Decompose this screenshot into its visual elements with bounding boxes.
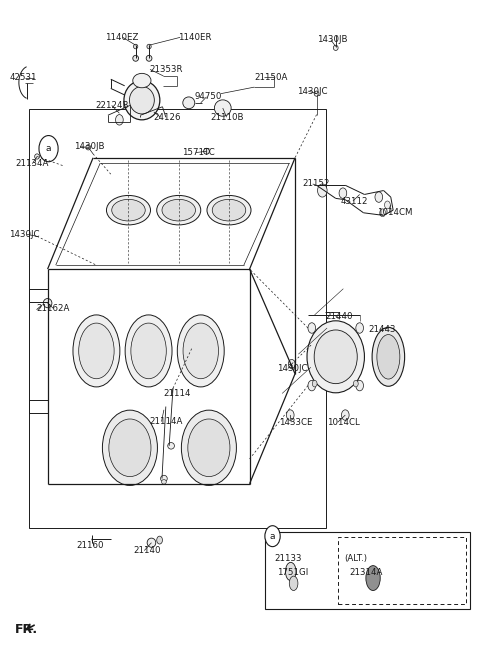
- Text: 21162A: 21162A: [36, 304, 70, 313]
- Ellipse shape: [131, 323, 166, 379]
- Ellipse shape: [314, 91, 319, 96]
- Text: 21160: 21160: [76, 541, 104, 550]
- Text: 1430JC: 1430JC: [9, 230, 40, 239]
- Text: 21114: 21114: [163, 389, 191, 398]
- Text: 21114A: 21114A: [149, 417, 182, 426]
- Ellipse shape: [333, 45, 338, 51]
- Text: 21150A: 21150A: [254, 73, 288, 82]
- Ellipse shape: [146, 55, 152, 61]
- Circle shape: [353, 380, 358, 387]
- Circle shape: [380, 209, 385, 216]
- Ellipse shape: [124, 81, 160, 120]
- Circle shape: [288, 359, 295, 369]
- Circle shape: [341, 410, 349, 420]
- Circle shape: [116, 115, 123, 125]
- Circle shape: [265, 525, 280, 546]
- Circle shape: [339, 188, 347, 198]
- Ellipse shape: [162, 199, 195, 221]
- Text: 1430JB: 1430JB: [74, 142, 105, 151]
- Ellipse shape: [366, 565, 380, 590]
- Ellipse shape: [177, 315, 224, 387]
- Circle shape: [318, 184, 327, 197]
- Text: 1140EZ: 1140EZ: [105, 33, 138, 42]
- Ellipse shape: [168, 443, 174, 449]
- Text: 21353R: 21353R: [149, 65, 182, 74]
- Ellipse shape: [147, 44, 151, 49]
- Ellipse shape: [35, 154, 39, 159]
- Ellipse shape: [157, 195, 201, 225]
- Ellipse shape: [215, 100, 231, 116]
- Ellipse shape: [377, 335, 400, 379]
- Text: 1014CL: 1014CL: [327, 418, 360, 427]
- Text: 1430JC: 1430JC: [298, 87, 328, 96]
- Ellipse shape: [73, 315, 120, 387]
- Text: 21152: 21152: [302, 180, 330, 188]
- Ellipse shape: [181, 410, 237, 485]
- Ellipse shape: [286, 562, 296, 581]
- Text: 22124B: 22124B: [96, 101, 129, 110]
- Text: 1140ER: 1140ER: [178, 33, 211, 42]
- Ellipse shape: [130, 87, 155, 114]
- Text: 21134A: 21134A: [15, 159, 48, 168]
- Circle shape: [312, 380, 317, 387]
- Text: a: a: [46, 144, 51, 153]
- Text: 94750: 94750: [194, 92, 222, 102]
- Text: 21110B: 21110B: [210, 113, 244, 122]
- Bar: [29, 109, 326, 527]
- Ellipse shape: [207, 195, 251, 225]
- Text: 21140: 21140: [134, 546, 161, 555]
- Text: 1430JB: 1430JB: [317, 35, 347, 45]
- Text: 1571TC: 1571TC: [181, 148, 215, 157]
- Ellipse shape: [112, 199, 145, 221]
- Text: 24126: 24126: [153, 113, 180, 122]
- Ellipse shape: [183, 323, 218, 379]
- Ellipse shape: [204, 148, 209, 154]
- Text: 1430JC: 1430JC: [277, 364, 308, 373]
- Ellipse shape: [102, 410, 157, 485]
- Ellipse shape: [86, 145, 91, 150]
- Bar: [265, 532, 470, 609]
- Ellipse shape: [133, 55, 139, 61]
- Text: 21314A: 21314A: [349, 568, 383, 577]
- Text: 21440: 21440: [325, 312, 353, 321]
- Ellipse shape: [133, 44, 138, 49]
- Text: a: a: [270, 531, 276, 541]
- Ellipse shape: [133, 73, 151, 88]
- Text: 1433CE: 1433CE: [279, 418, 313, 427]
- Text: (ALT.): (ALT.): [344, 554, 367, 563]
- Circle shape: [287, 410, 294, 420]
- Text: 43112: 43112: [340, 197, 368, 205]
- Ellipse shape: [79, 323, 114, 379]
- Circle shape: [157, 536, 162, 544]
- Ellipse shape: [183, 97, 195, 109]
- Ellipse shape: [212, 199, 246, 221]
- Ellipse shape: [314, 330, 357, 384]
- Ellipse shape: [43, 298, 52, 308]
- Ellipse shape: [289, 576, 298, 590]
- Circle shape: [356, 380, 363, 391]
- Text: 1014CM: 1014CM: [377, 209, 412, 217]
- Ellipse shape: [109, 419, 151, 477]
- Circle shape: [308, 380, 316, 391]
- Ellipse shape: [161, 480, 166, 484]
- Ellipse shape: [107, 195, 151, 225]
- Ellipse shape: [307, 321, 364, 393]
- Ellipse shape: [125, 315, 172, 387]
- Circle shape: [375, 192, 383, 202]
- Circle shape: [356, 323, 363, 333]
- Text: 21133: 21133: [275, 554, 302, 563]
- Text: 21443: 21443: [368, 325, 396, 334]
- Circle shape: [39, 136, 58, 162]
- Ellipse shape: [188, 419, 230, 477]
- Ellipse shape: [147, 538, 156, 547]
- Bar: [338, 537, 467, 604]
- Text: FR.: FR.: [15, 623, 38, 636]
- Ellipse shape: [160, 476, 167, 482]
- Circle shape: [384, 201, 390, 209]
- Text: 42531: 42531: [9, 73, 37, 83]
- Circle shape: [308, 323, 316, 333]
- Text: 1751GI: 1751GI: [277, 568, 309, 577]
- Ellipse shape: [372, 327, 405, 386]
